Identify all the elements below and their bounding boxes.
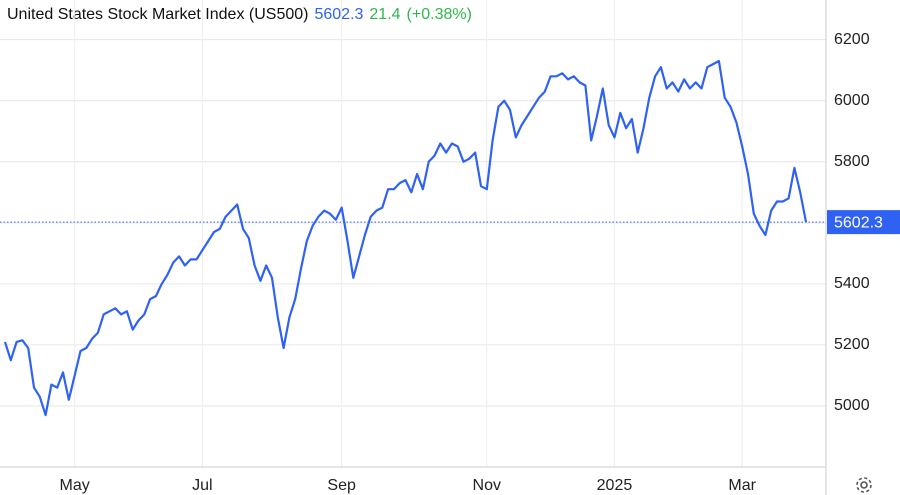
header: United States Stock Market Index (US500)… [7, 6, 478, 24]
y-tick-label: 5000 [834, 397, 870, 414]
settings-icon[interactable] [856, 477, 872, 493]
x-tick-label: Jul [192, 477, 212, 494]
x-tick-label: 2025 [597, 477, 633, 494]
y-tick-label: 5400 [834, 275, 870, 292]
x-tick-label: Nov [473, 477, 501, 494]
price-line [3, 59, 808, 417]
last-price-label: 5602.3 [834, 214, 883, 231]
x-tick-label: May [60, 477, 90, 494]
gear-center [860, 481, 868, 489]
last-price-tag [827, 210, 900, 235]
chart-title: United States Stock Market Index (US500) [7, 6, 309, 23]
y-tick-label: 6000 [834, 92, 870, 109]
y-tick-label: 5800 [834, 153, 870, 170]
x-tick-label: Sep [327, 477, 356, 494]
change-pct: (+0.38%) [406, 6, 472, 23]
y-tick-label: 5200 [834, 336, 870, 353]
gear-teeth [856, 477, 872, 493]
change: 21.4 [369, 6, 401, 23]
x-tick-label: Mar [728, 477, 756, 494]
y-tick-label: 6200 [834, 31, 870, 48]
last-price: 5602.3 [314, 6, 364, 23]
